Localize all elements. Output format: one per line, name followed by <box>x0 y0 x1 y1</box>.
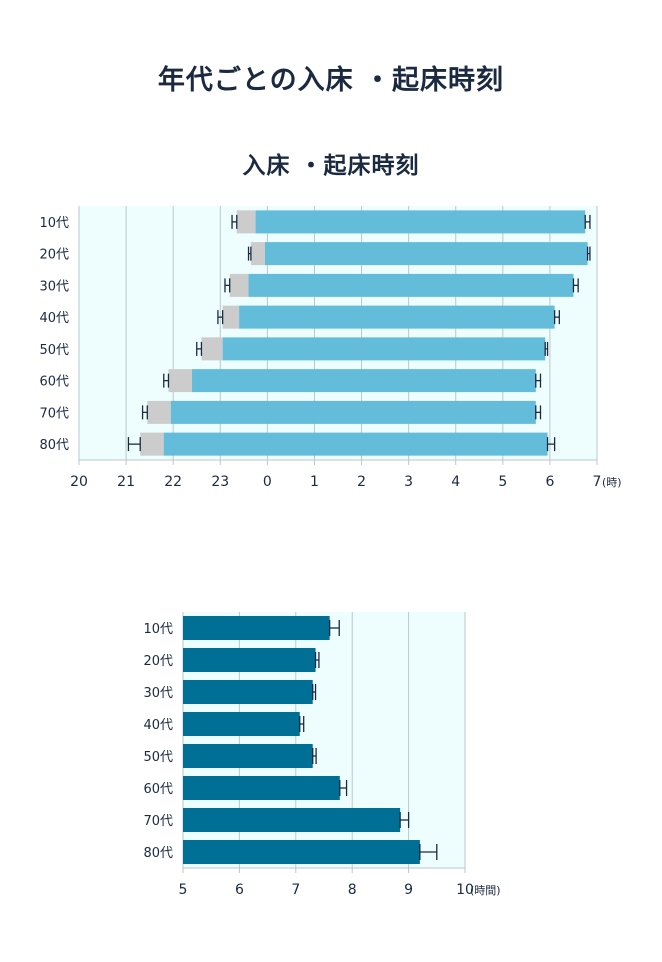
category-label: 50代 <box>143 750 173 765</box>
latency-bar <box>140 432 164 456</box>
category-label: 40代 <box>143 718 173 733</box>
x-unit-label: (時) <box>602 476 622 489</box>
in-bed-bar <box>255 210 586 234</box>
category-label: 40代 <box>39 311 69 326</box>
in-bed-bar <box>265 242 588 266</box>
category-label: 30代 <box>143 686 173 701</box>
category-label: 60代 <box>143 782 173 797</box>
category-label: 10代 <box>39 216 69 231</box>
in-bed-bar <box>222 337 546 361</box>
x-tick-label: 21 <box>117 474 135 490</box>
latency-bar <box>250 242 266 266</box>
x-tick-label: 7 <box>593 474 602 490</box>
latency-bar <box>236 210 256 234</box>
category-label: 80代 <box>39 438 69 453</box>
sleep-duration-bar <box>183 776 340 800</box>
in-bed-bar <box>248 273 574 297</box>
category-label: 50代 <box>39 343 69 358</box>
x-tick-label: 23 <box>211 474 229 490</box>
latency-bar <box>222 305 240 329</box>
latency-bar <box>229 273 249 297</box>
category-label: 70代 <box>143 814 173 829</box>
in-bed-bar <box>163 432 548 456</box>
x-tick-label: 22 <box>164 474 182 490</box>
sleep-duration-bar <box>183 616 330 640</box>
in-bed-bar <box>192 369 536 393</box>
category-label: 20代 <box>39 248 69 263</box>
category-label: 20代 <box>143 654 173 669</box>
category-label: 30代 <box>39 279 69 294</box>
sleep-duration-bar <box>183 680 313 704</box>
latency-bar <box>147 400 171 424</box>
category-label: 70代 <box>39 406 69 421</box>
page-title: 年代ごとの入床 ・起床時刻 <box>157 65 505 96</box>
x-tick-label: 4 <box>451 474 460 490</box>
x-tick-label: 2 <box>357 474 366 490</box>
x-unit-label: (時間) <box>470 884 501 897</box>
latency-bar <box>168 369 193 393</box>
sleep-duration-bar <box>183 648 316 672</box>
x-tick-label: 6 <box>235 882 244 898</box>
sleep-duration-bar <box>183 840 420 864</box>
category-label: 80代 <box>143 846 173 861</box>
sleep-duration-bar <box>183 808 401 832</box>
bedtime-waketime-chart: 20 21 22 23 0 1 2 3 4 5 6 7 (時)10代20代30代40代50代60代70代… <box>39 206 622 490</box>
in-bed-bar <box>239 305 555 329</box>
x-tick-label: 10 <box>456 882 474 898</box>
x-tick-label: 8 <box>348 882 357 898</box>
x-tick-label: 5 <box>179 882 188 898</box>
sleep-duration-chart: 5 6 7 8 9 10(時間) 10代 20代 30代 40代 50代 60代 70代 80代 <box>143 612 501 898</box>
sleep-duration-bar <box>183 744 313 768</box>
category-label: 60代 <box>39 375 69 390</box>
x-tick-label: 3 <box>404 474 413 490</box>
x-tick-label: 20 <box>70 474 88 490</box>
x-tick-label: 9 <box>404 882 413 898</box>
x-tick-label: 5 <box>498 474 507 490</box>
x-tick-label: 0 <box>263 474 272 490</box>
in-bed-bar <box>170 400 536 424</box>
category-label: 10代 <box>143 622 173 637</box>
latency-bar <box>201 337 223 361</box>
sleep-duration-bar <box>183 712 300 736</box>
x-tick-label: 1 <box>310 474 319 490</box>
chart-title-bedtime: 入床 ・起床時刻 <box>242 153 420 179</box>
x-tick-label: 6 <box>545 474 554 490</box>
x-tick-label: 7 <box>291 882 300 898</box>
